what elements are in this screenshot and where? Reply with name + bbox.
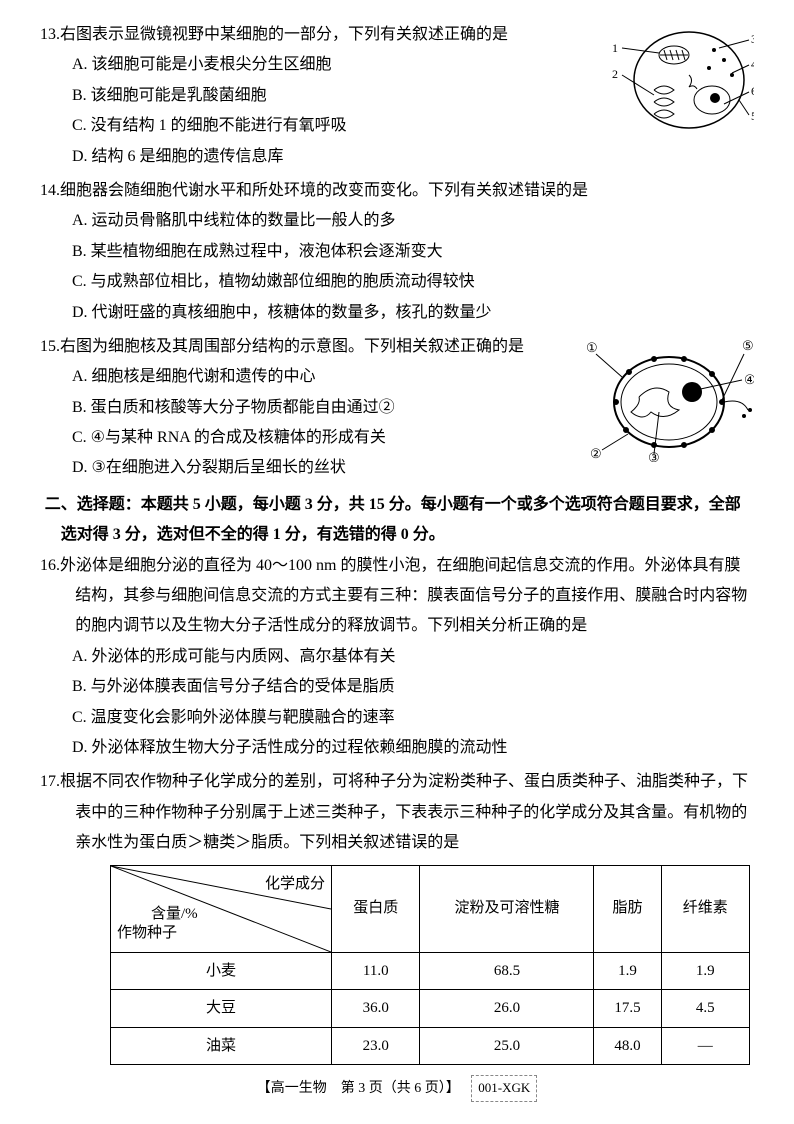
q16-option-a: A. 外泌体的形成可能与内质网、高尔基体有关	[96, 642, 754, 672]
q16-option-b: B. 与外泌体膜表面信号分子结合的受体是脂质	[96, 672, 754, 702]
col-fat: 脂肪	[594, 865, 661, 952]
col-starch: 淀粉及可溶性糖	[420, 865, 594, 952]
q16-option-d: D. 外泌体释放生物大分子活性成分的过程依赖细胞膜的流动性	[96, 733, 754, 763]
q16-option-c: C. 温度变化会影响外泌体膜与靶膜融合的速率	[96, 703, 754, 733]
svg-text:①: ①	[586, 340, 598, 355]
col-fiber: 纤维素	[661, 865, 749, 952]
table-row: 大豆 36.026.0 17.54.5	[111, 990, 750, 1028]
question-16: 16.外泌体是细胞分泌的直径为 40～100 nm 的膜性小泡，在细胞间起信息交…	[40, 551, 754, 764]
q13-figure: 1 2 3 4 5 6	[594, 20, 754, 151]
question-15: ① ② ③ ④ ⑤ 15.右图为细胞核及其周围部分结构的示意图。下列相关叙述正确…	[40, 332, 754, 484]
svg-text:②: ②	[590, 446, 602, 461]
page-indicator: 【高一生物 第 3 页（共 6 页）】	[257, 1081, 460, 1096]
q14-option-b: B. 某些植物细胞在成熟过程中，液泡体积会逐渐变大	[96, 237, 754, 267]
svg-text:⑤: ⑤	[742, 338, 754, 353]
q14-option-a: A. 运动员骨骼肌中线粒体的数量比一般人的多	[96, 206, 754, 236]
question-13: 1 2 3 4 5 6 13.右图表示显微镜视野中某细胞的一部分，下列有关叙述正…	[40, 20, 754, 172]
svg-text:4: 4	[751, 57, 754, 71]
svg-text:5: 5	[751, 109, 754, 123]
question-17: 17.根据不同农作物种子化学成分的差别，可将种子分为淀粉类种子、蛋白质类种子、油…	[40, 767, 754, 1065]
paper-code: 001-XGK	[471, 1075, 537, 1102]
q17-table: 化学成分 含量/% 作物种子 蛋白质 淀粉及可溶性糖 脂肪 纤维素 小麦 11.…	[110, 865, 750, 1066]
svg-text:3: 3	[751, 32, 754, 46]
svg-text:2: 2	[612, 67, 618, 81]
q15-figure: ① ② ③ ④ ⑤	[584, 332, 754, 473]
q17-stem: 17.根据不同农作物种子化学成分的差别，可将种子分为淀粉类种子、蛋白质类种子、油…	[75, 767, 754, 858]
q16-stem: 16.外泌体是细胞分泌的直径为 40～100 nm 的膜性小泡，在细胞间起信息交…	[75, 551, 754, 642]
table-diag-header: 化学成分 含量/% 作物种子	[111, 865, 332, 952]
question-14: 14.细胞器会随细胞代谢水平和所处环境的改变而变化。下列有关叙述错误的是 A. …	[40, 176, 754, 328]
q14-option-d: D. 代谢旺盛的真核细胞中，核糖体的数量多，核孔的数量少	[96, 298, 754, 328]
svg-text:③: ③	[648, 450, 660, 462]
svg-text:1: 1	[612, 41, 618, 55]
q14-stem: 14.细胞器会随细胞代谢水平和所处环境的改变而变化。下列有关叙述错误的是	[75, 176, 754, 206]
table-row: 油菜 23.025.0 48.0—	[111, 1027, 750, 1065]
q14-option-c: C. 与成熟部位相比，植物幼嫩部位细胞的胞质流动得较快	[96, 267, 754, 297]
section-2-header: 二、选择题：本题共 5 小题，每小题 3 分，共 15 分。每小题有一个或多个选…	[45, 490, 754, 551]
col-protein: 蛋白质	[332, 865, 420, 952]
page-footer: 【高一生物 第 3 页（共 6 页）】 001-XGK	[40, 1075, 754, 1103]
svg-text:④: ④	[744, 372, 754, 387]
table-row: 小麦 11.068.5 1.91.9	[111, 952, 750, 990]
svg-text:6: 6	[751, 84, 754, 98]
